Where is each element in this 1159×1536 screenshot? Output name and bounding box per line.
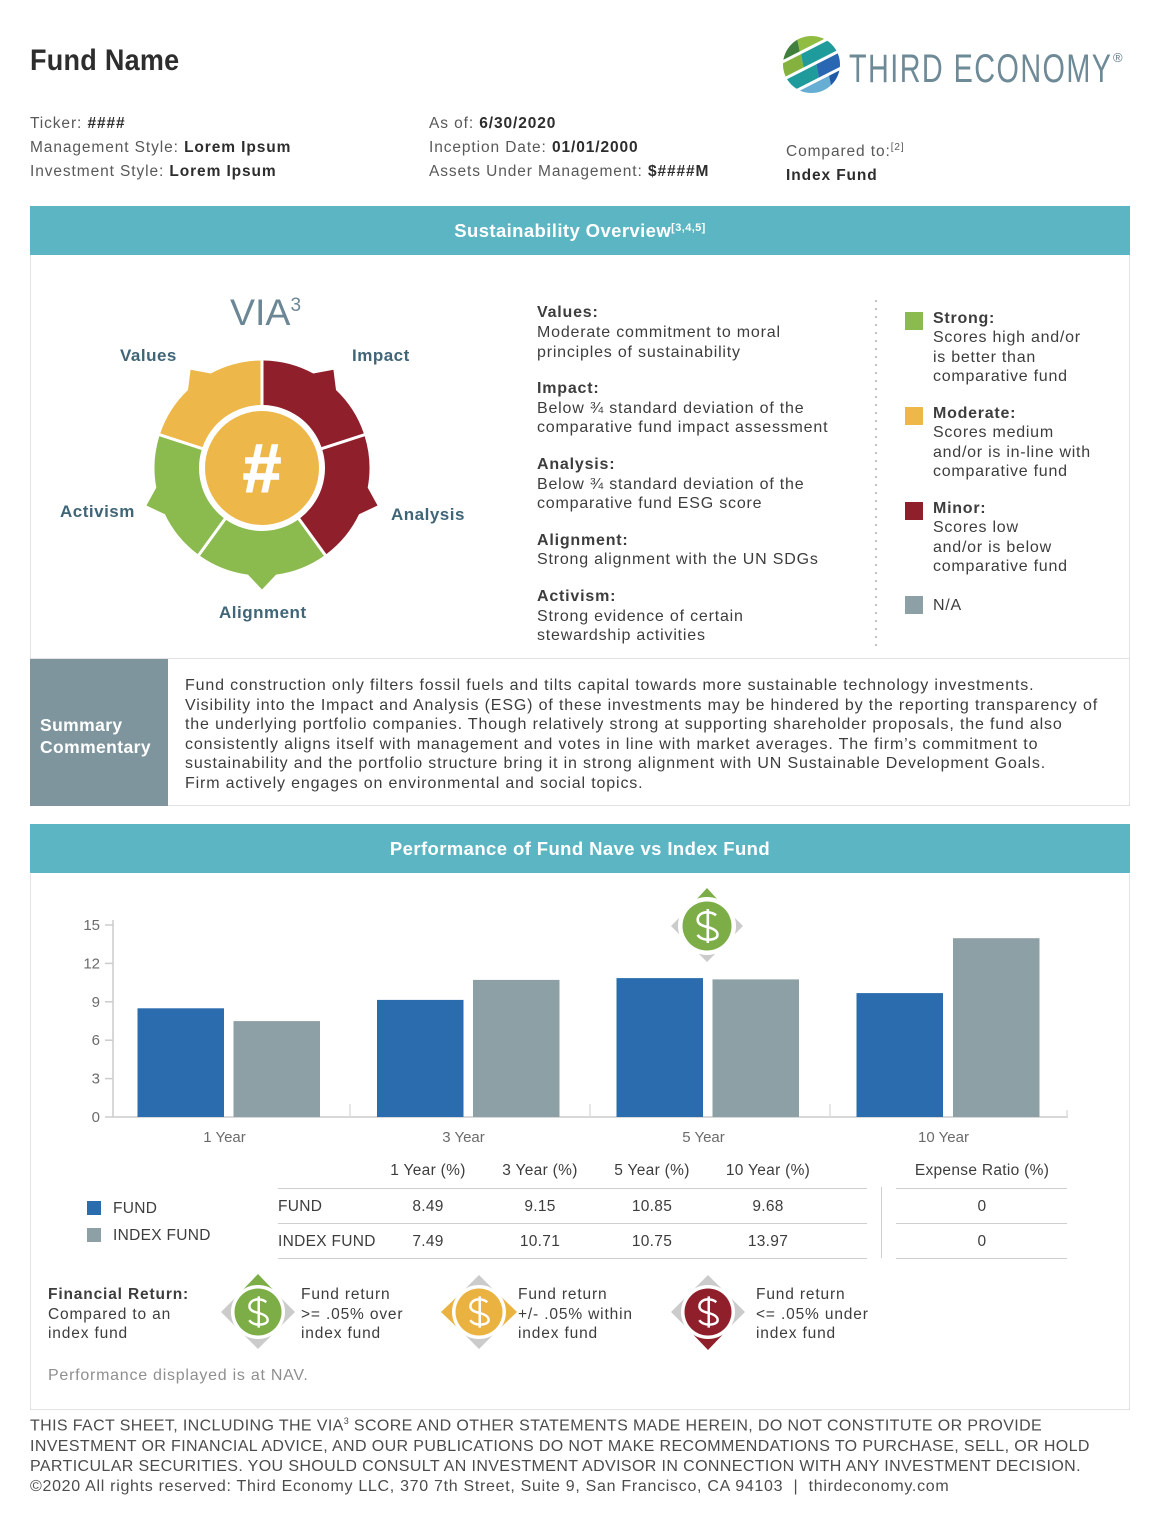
svg-text:9: 9 — [92, 994, 100, 1011]
svg-text:1 Year: 1 Year — [203, 1129, 246, 1146]
svg-text:0: 0 — [92, 1109, 100, 1126]
svg-text:®: ® — [1113, 50, 1123, 65]
svg-text:15: 15 — [83, 917, 100, 934]
svg-text:THIRD ECONOMY: THIRD ECONOMY — [849, 46, 1112, 91]
svg-text:6: 6 — [92, 1032, 100, 1049]
svg-text:3 Year: 3 Year — [442, 1129, 485, 1146]
svg-text:12: 12 — [83, 955, 100, 972]
svg-text:#: # — [243, 430, 281, 507]
svg-text:10 Year: 10 Year — [918, 1129, 969, 1146]
svg-text:3: 3 — [92, 1071, 100, 1088]
svg-text:5 Year: 5 Year — [682, 1129, 725, 1146]
